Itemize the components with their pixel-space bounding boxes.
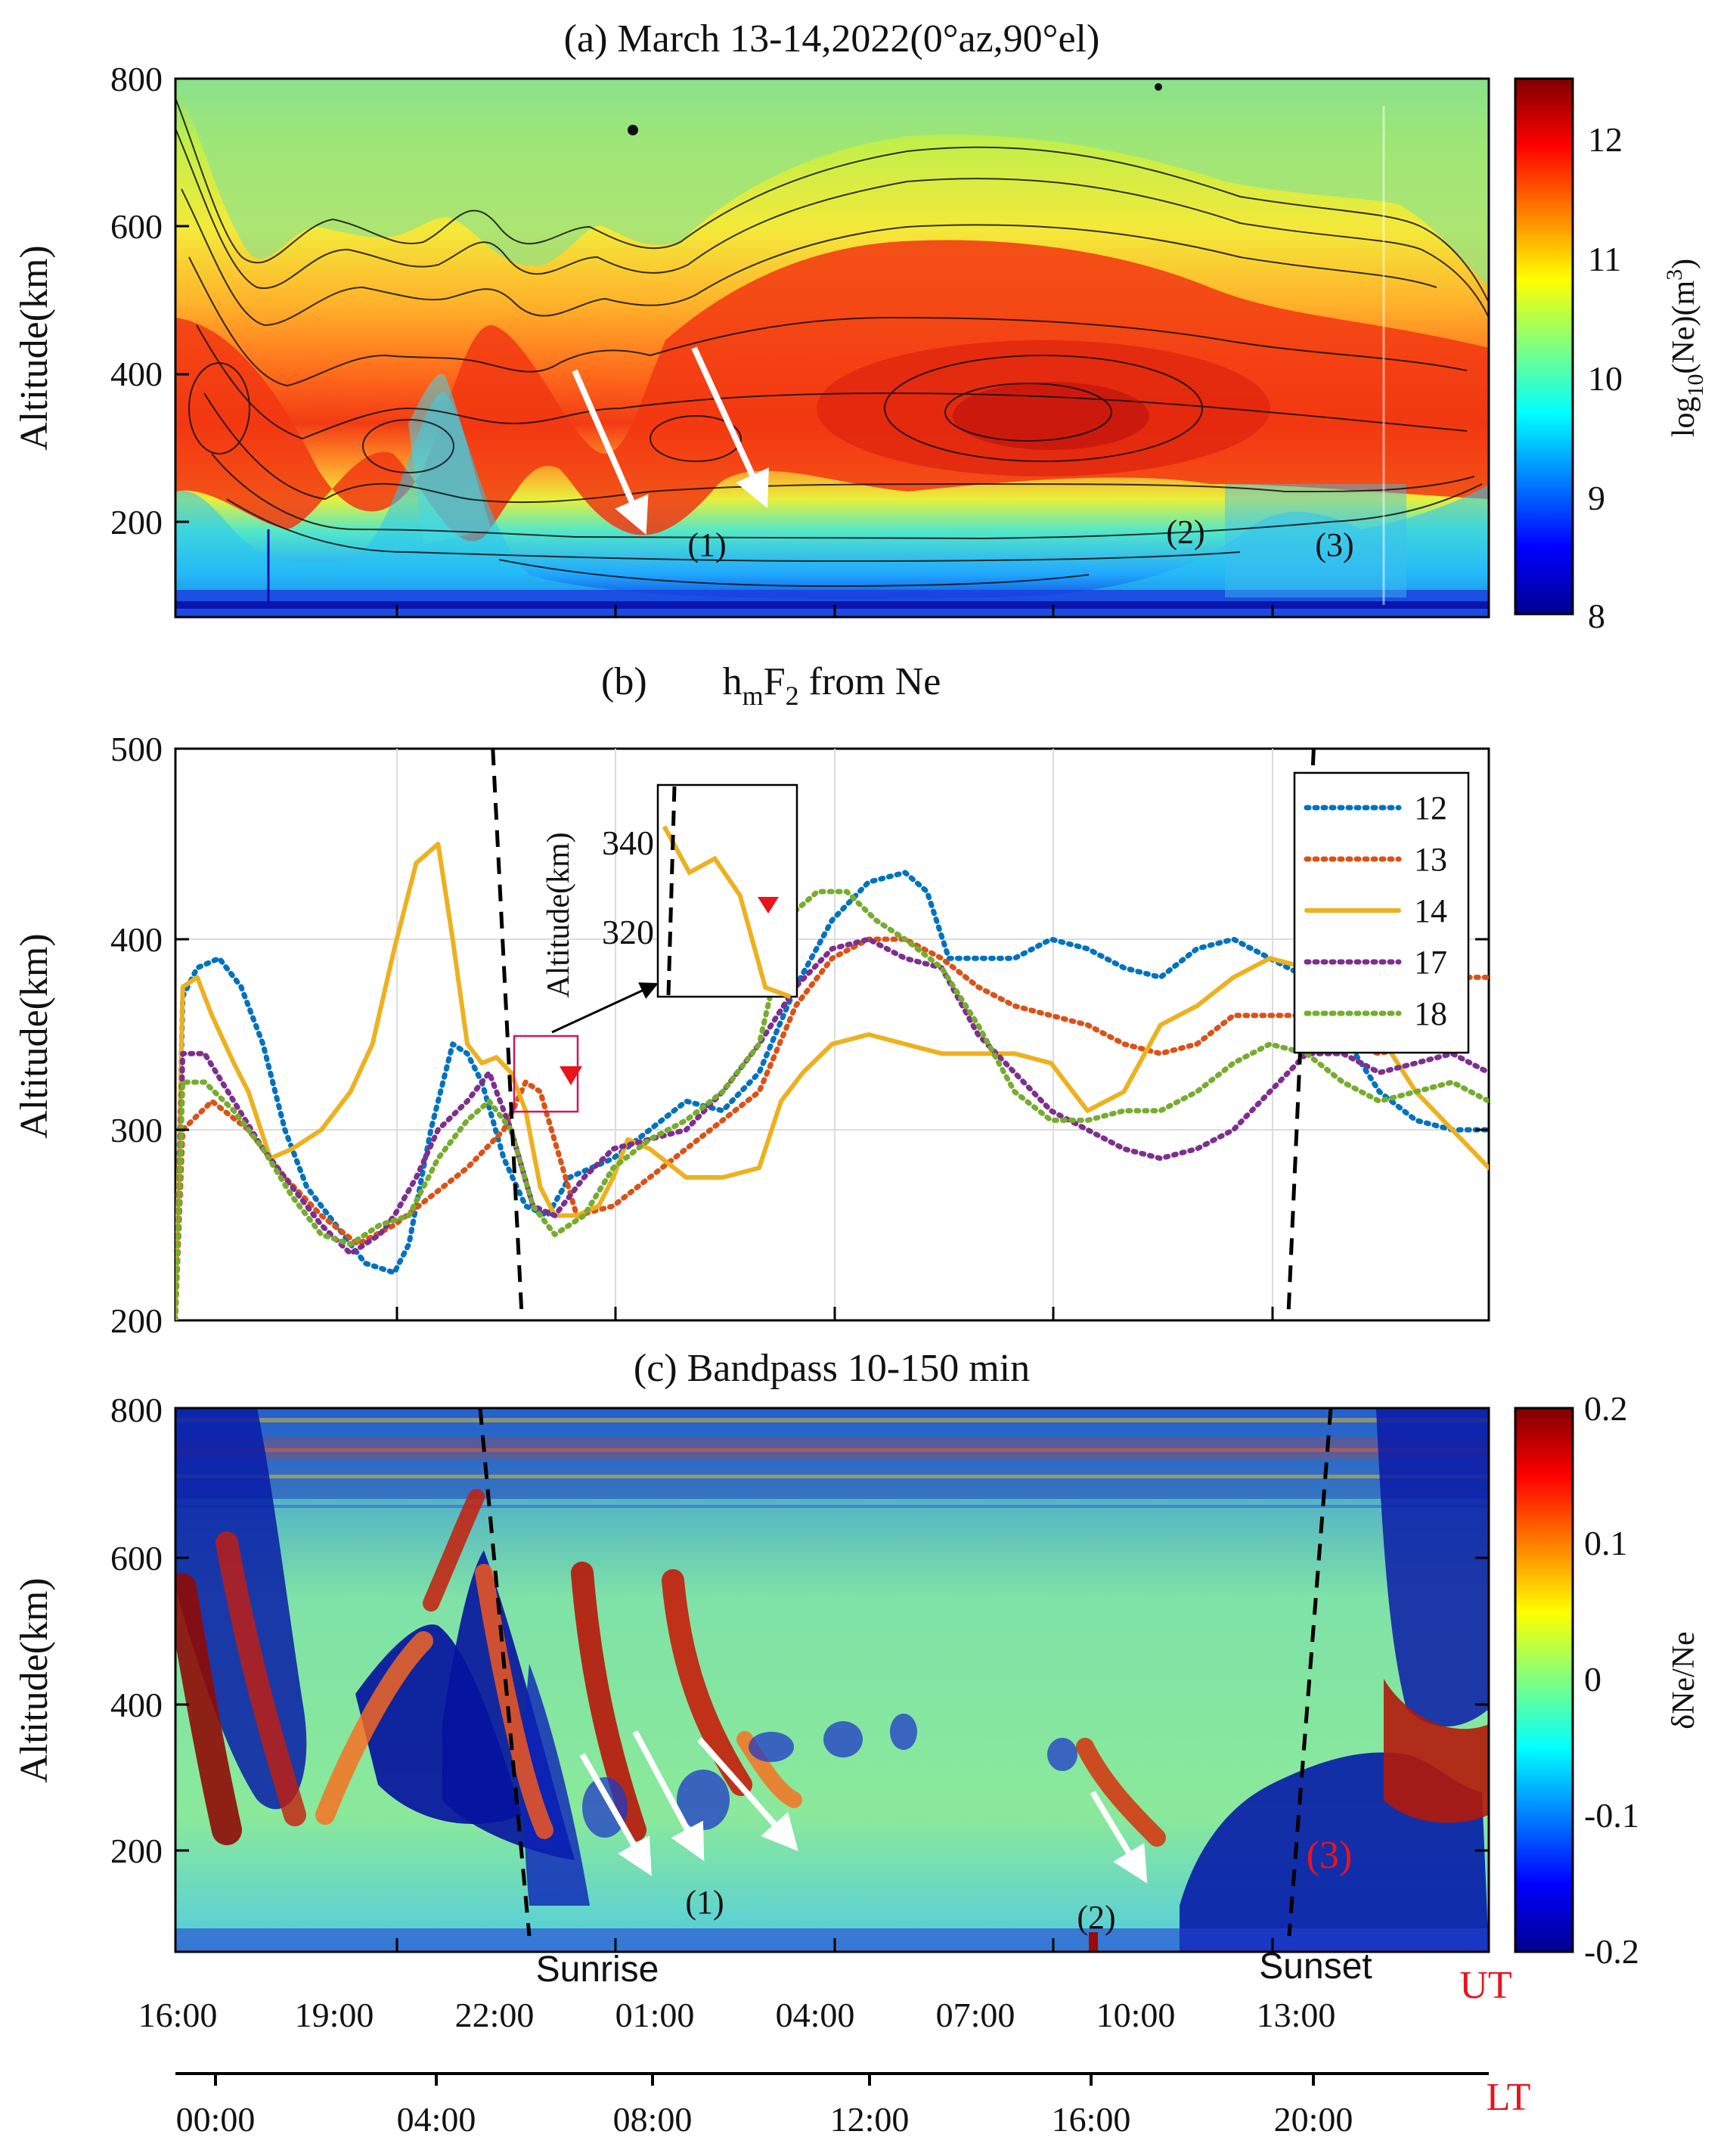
panel-b-title-prefix: (b) (601, 660, 647, 703)
inset-triangle-marker (758, 897, 779, 914)
panel-a-frame (174, 77, 1490, 619)
ytick-c-200: 200 (110, 1832, 163, 1870)
arrow-1a (572, 369, 649, 535)
ut-tick-7: 13:00 (1257, 1996, 1336, 2034)
arrow-c1 (579, 1753, 652, 1876)
lt-tick-3: 12:00 (830, 2100, 910, 2139)
label-2c: (2) (1077, 1899, 1115, 1936)
panel-a-heatmap (175, 79, 1489, 617)
ytick-c-600: 600 (110, 1539, 163, 1577)
inset: Altitude(km) 340 320 (541, 783, 798, 999)
legend-label-12: 12 (1414, 789, 1447, 827)
sunrise-line-c (478, 1407, 532, 1937)
triangle-marker (560, 1066, 582, 1085)
cb-c-label: δNe/Ne (1666, 1631, 1701, 1729)
inset-sunrise-line (666, 786, 677, 996)
panel-c-yaxis: Altitude(km) 200 400 600 800 (13, 1391, 163, 1870)
ytick-a-200: 200 (110, 503, 163, 541)
ytick-a-600: 600 (110, 207, 163, 246)
panel-a-ylabel: Altitude(km) (13, 245, 56, 451)
label-1c: (1) (685, 1884, 724, 1921)
cb-a-10: 10 (1588, 359, 1623, 398)
ut-tick-0: 16:00 (138, 1996, 218, 2034)
ut-axis: 16:00 19:00 22:00 01:00 04:00 07:00 10:0… (138, 1964, 1512, 2034)
cb-a-9: 9 (1588, 479, 1605, 517)
panel-b-title: hmF2 from Ne (723, 660, 941, 711)
series-line-12 (175, 870, 1489, 1320)
cb-a-8: 8 (1588, 597, 1605, 635)
panel-c-terminator-lines (478, 1407, 1333, 1937)
ytick-b-300: 300 (110, 1111, 163, 1149)
arrow-2a (691, 346, 769, 508)
ytick-b-400: 400 (110, 920, 163, 959)
ut-tick-6: 10:00 (1096, 1996, 1176, 2034)
cb-c-01: 0.1 (1584, 1524, 1628, 1562)
inset-arrow (551, 982, 659, 1034)
lt-label: LT (1487, 2076, 1531, 2119)
inset-series-14 (662, 825, 792, 999)
cb-a-11: 11 (1588, 240, 1621, 278)
sunset-line-c (1287, 1407, 1333, 1937)
panel-c-heatmap (175, 1408, 1489, 1952)
arrow-c2 (632, 1730, 705, 1862)
ut-tick-5: 07:00 (936, 1996, 1015, 2034)
panel-a-yaxis: Altitude(km) 200 400 600 800 (13, 60, 163, 541)
cb-a-label: log10(Ne)(m3) (1662, 259, 1708, 437)
cb-c-m01: -0.1 (1584, 1796, 1639, 1835)
label-2a: (2) (1166, 513, 1204, 551)
sunset-label: Sunset (1259, 1947, 1372, 1987)
panel-b-yaxis: Altitude(km) 200 300 400 500 (13, 730, 163, 1340)
lt-tick-4: 16:00 (1052, 2100, 1131, 2139)
panel-c-frame (174, 1407, 1490, 1953)
ytick-c-800: 800 (110, 1391, 163, 1429)
series-line-14 (175, 842, 1489, 1320)
inset-ylabel: Altitude(km) (541, 832, 576, 997)
cb-c-02: 0.2 (1584, 1389, 1628, 1428)
label-1a: (1) (687, 526, 726, 563)
panel-c-title: (c) Bandpass 10-150 min (634, 1347, 1030, 1390)
label-3a: (3) (1315, 526, 1353, 563)
arrow-c4 (1090, 1790, 1148, 1884)
panel-a-title: (a) March 13-14,2022(0°az,90°el) (564, 17, 1100, 60)
ytick-b-200: 200 (110, 1301, 163, 1340)
sunrise-label: Sunrise (536, 1950, 659, 1990)
lt-tick-5: 20:00 (1274, 2100, 1353, 2139)
lt-tick-1: 04:00 (397, 2100, 476, 2139)
ytick-a-800: 800 (110, 60, 163, 98)
cb-a-12: 12 (1588, 120, 1623, 159)
legend: 12 13 14 17 18 (1293, 771, 1470, 1054)
label-3c: (3) (1307, 1834, 1353, 1877)
ytick-b-500: 500 (110, 730, 163, 768)
panel-b-ylabel: Altitude(km) (13, 933, 56, 1139)
ytick-c-400: 400 (110, 1686, 163, 1724)
ut-tick-3: 01:00 (615, 1996, 695, 2034)
ut-tick-2: 22:00 (455, 1996, 535, 2034)
ytick-a-400: 400 (110, 355, 163, 393)
lt-axis: 00:00 04:00 08:00 12:00 16:00 20:00 LT (175, 2072, 1531, 2139)
ut-tick-4: 04:00 (776, 1996, 855, 2034)
panel-c-colorbar: -0.2 -0.1 0 0.1 0.2 δNe/Ne (1514, 1389, 1701, 1971)
panel-b-grid (175, 749, 1489, 1320)
cb-c-0: 0 (1584, 1660, 1601, 1698)
legend-label-14: 14 (1414, 892, 1447, 929)
lt-tick-2: 08:00 (613, 2100, 693, 2139)
ut-label: UT (1459, 1964, 1511, 2007)
panel-c-ylabel: Altitude(km) (13, 1577, 56, 1783)
sunrise-line-b (491, 748, 524, 1321)
inset-ytick-320: 320 (602, 913, 654, 951)
ut-tick-1: 19:00 (295, 1996, 374, 2034)
legend-label-18: 18 (1414, 995, 1447, 1032)
inset-ytick-340: 340 (602, 824, 654, 862)
legend-label-17: 17 (1414, 944, 1447, 981)
legend-label-13: 13 (1414, 841, 1447, 878)
arrow-c3 (697, 1737, 798, 1851)
lt-tick-0: 00:00 (176, 2100, 256, 2139)
panel-a-colorbar: 8 9 10 11 12 log10(Ne)(m3) (1514, 77, 1708, 635)
cb-c-m02: -0.2 (1584, 1932, 1639, 1971)
series-line-13 (175, 936, 1489, 1320)
